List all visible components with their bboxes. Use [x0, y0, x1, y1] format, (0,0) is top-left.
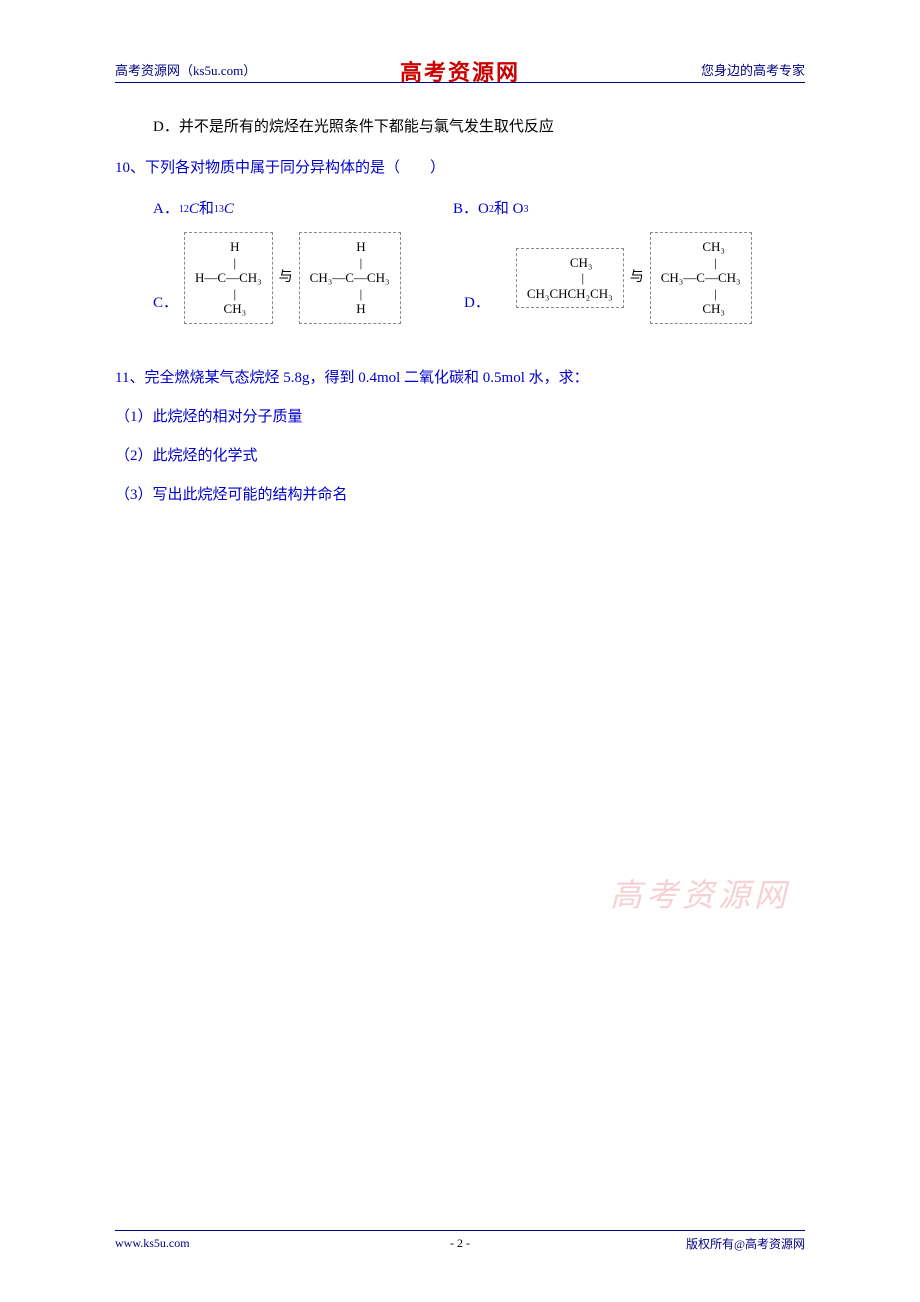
q10-options-cd: C． H | H—C—CH₃ | CH₃ 与 H | CH₃—C—CH₃ | H…: [153, 232, 805, 324]
q10-stem: 10、下列各对物质中属于同分异构体的是（ ）: [115, 152, 805, 185]
structure-d1: CH₃ | CH₃CHCH₂CH₃: [516, 248, 624, 309]
structure-c2: H | CH₃—C—CH₃ | H: [299, 232, 401, 324]
footer-copyright: 版权所有@高考资源网: [686, 1235, 805, 1252]
q10-options-ab: A． 12 C 和 13 C B．O 2 和 O 3: [153, 193, 805, 226]
header-right-text: 您身边的高考专家: [701, 60, 805, 79]
q11-sub1: （1）此烷烃的相对分子质量: [115, 401, 805, 434]
q10-option-b: B．O 2 和 O 3: [453, 193, 528, 226]
q11-sub2: （2）此烷烃的化学式: [115, 440, 805, 473]
opt-a-label: A．: [153, 193, 179, 226]
struct-pair-c: H | H—C—CH₃ | CH₃ 与 H | CH₃—C—CH₃ | H: [184, 232, 464, 324]
opt-a-sup1: 12: [179, 199, 189, 221]
content-area: D．并不是所有的烷烃在光照条件下都能与氯气发生取代反应 10、下列各对物质中属于…: [115, 111, 805, 512]
opt-b-label: B．O: [453, 193, 489, 226]
opt-a-and: 和: [199, 193, 214, 226]
opt-a-sup2: 13: [214, 199, 224, 221]
structure-c1: H | H—C—CH₃ | CH₃: [184, 232, 273, 324]
footer-page-number: - 2 -: [450, 1236, 470, 1251]
footer-left-url: www.ks5u.com: [115, 1236, 190, 1251]
page-header: 高考资源网（ks5u.com） 高考资源网 您身边的高考专家: [115, 60, 805, 83]
watermark-text: 高考资源网: [610, 870, 790, 916]
prev-option-d: D．并不是所有的烷烃在光照条件下都能与氯气发生取代反应: [153, 111, 805, 144]
opt-c-label: C．: [153, 287, 178, 324]
header-left-text: 高考资源网（ks5u.com）: [115, 60, 256, 79]
structure-d2: CH₃ | CH₃—C—CH₃ | CH₃: [650, 232, 752, 324]
yu-c: 与: [279, 263, 293, 294]
q10-option-a: A． 12 C 和 13 C: [153, 193, 453, 226]
opt-a-c1: C: [189, 193, 199, 226]
q11-sub3: （3）写出此烷烃可能的结构并命名: [115, 479, 805, 512]
q11-stem: 11、完全燃烧某气态烷烃 5.8g，得到 0.4mol 二氧化碳和 0.5mol…: [115, 362, 805, 395]
opt-b-and: 和 O: [494, 193, 524, 226]
opt-a-c2: C: [224, 193, 234, 226]
header-center-title: 高考资源网: [400, 55, 520, 87]
struct-pair-d: CH₃ | CH₃CHCH₂CH₃ 与 CH₃ | CH₃—C—CH₃ | CH…: [516, 232, 752, 324]
opt-d-label: D．: [464, 287, 490, 324]
page-container: 高考资源网（ks5u.com） 高考资源网 您身边的高考专家 D．并不是所有的烷…: [0, 0, 920, 1302]
page-footer: www.ks5u.com - 2 - 版权所有@高考资源网: [115, 1230, 805, 1252]
yu-d: 与: [630, 263, 644, 294]
opt-b-sub2: 3: [523, 199, 528, 221]
